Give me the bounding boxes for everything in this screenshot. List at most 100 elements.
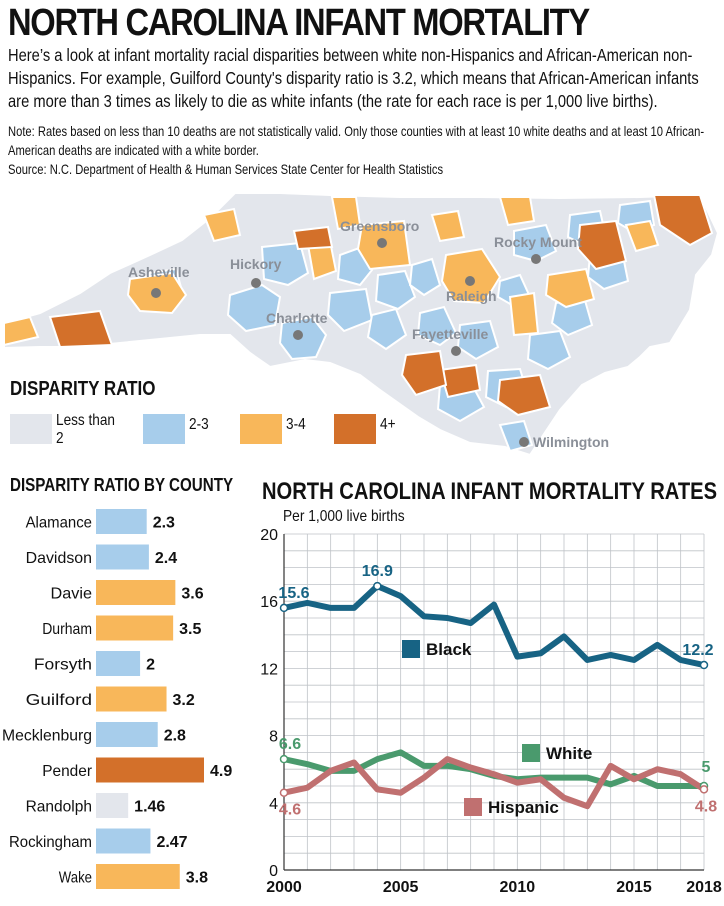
series-line-hispanic — [281, 756, 707, 810]
county-label-davie: Davie — [51, 586, 93, 603]
y-tick-12: 12 — [260, 661, 278, 678]
marker-black-peak — [373, 581, 382, 591]
intro-text: Here’s a look at infant mortality racial… — [8, 45, 699, 111]
marker-hispanic-start — [279, 788, 289, 797]
city-dot-greensboro — [377, 238, 387, 248]
y-tick-16: 16 — [260, 594, 278, 611]
notes: Note: Rates based on less than 10 deaths… — [8, 122, 712, 179]
page-title: NORTH CAROLINA INFANT MORTALITY — [8, 2, 590, 44]
series-line-black — [281, 583, 707, 669]
city-dot-hickory — [251, 278, 261, 288]
county-blue-5 — [374, 269, 417, 311]
county-label-durham: Durham — [42, 621, 92, 638]
county-label-alamance: Alamance — [26, 515, 92, 532]
nc-county-map: Asheville Hickory Charlotte Greensboro R… — [3, 192, 720, 457]
county-darkorange-6 — [48, 309, 114, 349]
county-value-davie: 3.6 — [181, 586, 203, 603]
legend-label-black: Black — [426, 640, 472, 659]
county-value-durham: 3.5 — [179, 621, 201, 638]
x-tick-2000: 2000 — [266, 879, 302, 896]
county-blue-3 — [260, 241, 310, 287]
source-text: Source: N.C. Department of Health & Huma… — [8, 161, 444, 177]
marker-black-start — [279, 603, 289, 613]
grid — [283, 533, 705, 871]
x-tick-2015: 2015 — [616, 879, 652, 896]
y-tick-20: 20 — [260, 527, 278, 544]
city-label-asheville: Asheville — [128, 264, 190, 280]
marker-white-start — [279, 754, 289, 764]
x-tick-2010: 2010 — [500, 879, 536, 896]
city-dot-fayetteville — [451, 346, 461, 356]
county-darkorange-1 — [576, 219, 628, 271]
county-darkorange-4 — [438, 363, 482, 399]
county-blue-9 — [408, 257, 442, 297]
county-orange-wake — [440, 247, 502, 305]
county-value-rockingham: 2.47 — [156, 834, 187, 851]
county-bar-mecklenburg — [96, 722, 158, 747]
county-orange-10 — [3, 315, 40, 347]
city-dot-rocky-mount — [531, 254, 541, 264]
county-orange-12 — [430, 209, 466, 243]
county-darkorange-7 — [292, 225, 334, 251]
x-tick-2018: 2018 — [686, 879, 722, 896]
label-hispanic-end: 4.8 — [695, 798, 717, 815]
county-value-mecklenburg: 2.8 — [164, 728, 186, 745]
marker-black-end — [699, 660, 709, 670]
note-text: Note: Rates based on less than 10 deaths… — [8, 123, 705, 158]
county-label-rockingham: Rockingham — [9, 834, 92, 851]
city-dot-asheville — [151, 288, 161, 298]
county-value-alamance: 2.3 — [153, 515, 175, 532]
legend-label-less-than-2: Less than 2 — [56, 412, 115, 447]
county-label-guilford: Guilford — [26, 692, 92, 709]
label-hispanic-start: 4.6 — [279, 802, 301, 819]
legend-swatch-2-3 — [143, 414, 185, 444]
county-label-wake: Wake — [59, 870, 92, 887]
county-blue-7 — [366, 307, 408, 351]
legend-swatch-4-plus — [334, 414, 376, 444]
county-blue-15 — [526, 329, 572, 371]
legend-label-white: White — [546, 744, 592, 763]
legend-swatch-less-than-2 — [10, 414, 52, 444]
y-tick-8: 8 — [269, 729, 278, 746]
legend-label-2-3: 2-3 — [189, 416, 209, 433]
county-bar-davidson — [96, 544, 149, 570]
county-fills — [3, 194, 714, 453]
county-value-pender: 4.9 — [210, 763, 232, 780]
county-value-davidson: 2.4 — [155, 550, 177, 567]
county-darkorange-pender — [496, 373, 552, 417]
city-label-hickory: Hickory — [230, 256, 282, 272]
county-chart-title: DISPARITY RATIO BY COUNTY — [10, 474, 234, 495]
legend-label-4-plus: 4+ — [380, 416, 396, 433]
county-bar-alamance — [96, 509, 147, 534]
county-bar-chart: Alamance 2.3 Davidson 2.4 Davie 3.6 Durham 3.5 F… — [2, 509, 232, 889]
county-blue-1 — [226, 283, 282, 333]
county-value-wake: 3.8 — [186, 870, 208, 887]
county-orange-6 — [544, 267, 596, 309]
marker-hispanic-end — [699, 785, 709, 794]
county-bar-davie — [96, 580, 176, 605]
county-darkorange-2 — [652, 194, 714, 247]
county-label-mecklenburg: Mecklenburg — [2, 728, 92, 745]
county-orange-4 — [330, 196, 362, 231]
county-bar-pender — [96, 757, 204, 783]
rates-chart-subtitle: Per 1,000 live births — [283, 508, 405, 525]
x-tick-2005: 2005 — [383, 879, 419, 896]
city-label-charlotte: Charlotte — [266, 310, 328, 326]
county-darkorange-5 — [400, 349, 448, 397]
legend-title: DISPARITY RATIO — [10, 378, 156, 400]
county-orange-5 — [498, 196, 536, 227]
county-bar-forsyth — [96, 651, 141, 676]
y-tick-4: 4 — [269, 796, 278, 813]
legend-swatch-hispanic — [464, 798, 482, 816]
county-blue-18 — [456, 319, 500, 361]
city-dot-charlotte — [293, 330, 303, 340]
county-bar-durham — [96, 615, 174, 641]
city-dot-wilmington — [519, 437, 529, 447]
county-blue-mecklenburg — [278, 315, 328, 361]
city-label-wilmington: Wilmington — [533, 434, 609, 450]
county-bar-randolph — [96, 793, 129, 818]
city-markers: Asheville Hickory Charlotte Greensboro R… — [128, 218, 609, 450]
label-black-end: 12.2 — [682, 642, 713, 659]
legend-swatch-white — [522, 744, 540, 762]
county-value-guilford: 3.2 — [173, 692, 195, 709]
